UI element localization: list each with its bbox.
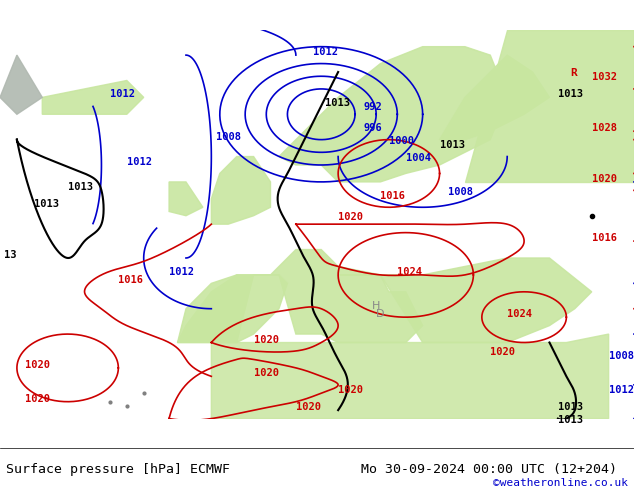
Text: 992: 992 xyxy=(363,102,382,112)
Text: Mo 30-09-2024 00:00 UTC (12+204): Mo 30-09-2024 00:00 UTC (12+204) xyxy=(361,463,618,476)
Text: 1012: 1012 xyxy=(313,47,338,57)
Polygon shape xyxy=(439,55,550,140)
Text: 1024: 1024 xyxy=(398,267,422,277)
Text: 1020: 1020 xyxy=(254,335,278,344)
Polygon shape xyxy=(338,258,592,343)
Text: 1016: 1016 xyxy=(380,191,405,201)
Text: 1013: 1013 xyxy=(558,402,583,412)
Text: 1020: 1020 xyxy=(25,393,50,404)
Text: 13: 13 xyxy=(4,250,16,260)
Text: 1008: 1008 xyxy=(448,187,473,196)
Text: 996: 996 xyxy=(363,123,382,133)
Text: 1020: 1020 xyxy=(254,368,278,378)
Text: 1012: 1012 xyxy=(110,89,135,99)
Text: 1013: 1013 xyxy=(558,89,583,99)
Text: 1020: 1020 xyxy=(592,174,617,184)
Polygon shape xyxy=(169,182,203,216)
Text: 1008: 1008 xyxy=(609,351,633,362)
Text: 1024: 1024 xyxy=(507,309,532,319)
Text: 1013: 1013 xyxy=(439,140,465,150)
Text: 1016: 1016 xyxy=(119,275,143,285)
Text: 1020: 1020 xyxy=(25,360,50,370)
Text: 1028: 1028 xyxy=(592,123,617,133)
Text: 1013: 1013 xyxy=(68,182,93,193)
Text: 1004: 1004 xyxy=(406,153,430,163)
Polygon shape xyxy=(178,249,423,343)
Text: 1000: 1000 xyxy=(389,136,414,146)
Text: 1020: 1020 xyxy=(296,402,321,412)
Polygon shape xyxy=(279,47,507,182)
Text: 1013: 1013 xyxy=(558,415,583,425)
Text: 1016: 1016 xyxy=(592,233,617,243)
Text: H: H xyxy=(372,301,380,311)
Text: 1008: 1008 xyxy=(216,132,240,142)
Polygon shape xyxy=(211,334,609,418)
Text: 1032: 1032 xyxy=(592,73,617,82)
Text: Surface pressure [hPa] ECMWF: Surface pressure [hPa] ECMWF xyxy=(6,463,230,476)
Text: 1012: 1012 xyxy=(609,385,633,395)
Text: 1020: 1020 xyxy=(338,212,363,222)
Text: 1012: 1012 xyxy=(169,267,194,277)
Polygon shape xyxy=(42,80,144,114)
Polygon shape xyxy=(211,156,271,224)
Polygon shape xyxy=(465,30,634,182)
Text: D: D xyxy=(376,309,385,319)
Text: 1013: 1013 xyxy=(325,98,351,108)
Text: 1020: 1020 xyxy=(338,385,363,395)
Text: 1020: 1020 xyxy=(490,347,515,357)
Polygon shape xyxy=(178,275,287,343)
Text: R: R xyxy=(571,68,578,78)
Text: 1013: 1013 xyxy=(34,199,59,209)
Text: 1012: 1012 xyxy=(127,157,152,167)
Text: ©weatheronline.co.uk: ©weatheronline.co.uk xyxy=(493,478,628,488)
Polygon shape xyxy=(0,55,42,114)
